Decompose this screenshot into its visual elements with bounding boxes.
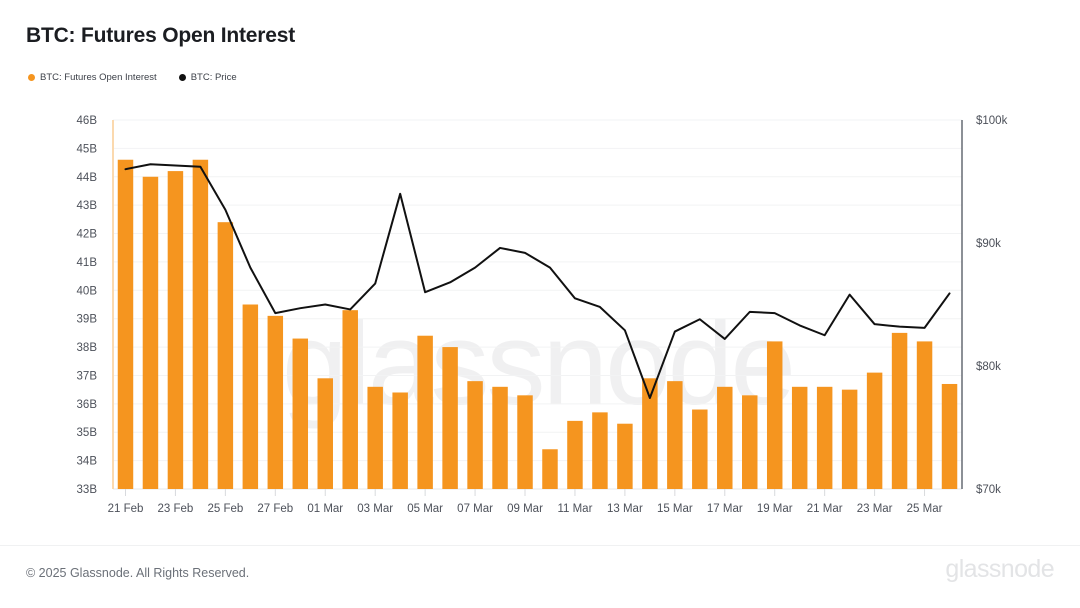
- x-axis-tick-label: 01 Mar: [307, 503, 343, 515]
- bar[interactable]: [292, 338, 309, 489]
- bar[interactable]: [392, 392, 408, 489]
- legend-label-price: BTC: Price: [190, 72, 237, 83]
- page-title: BTC: Futures Open Interest: [26, 24, 295, 47]
- chart-svg: glassnode 33B 34B 35B 36B 37B 38B 39B 40B 41B 42B…: [77, 115, 1008, 515]
- x-axis-tick-label: 15 Mar: [657, 503, 693, 515]
- bar[interactable]: [592, 412, 608, 489]
- bar[interactable]: [417, 335, 433, 489]
- x-axis-tick-label: 21 Feb: [108, 503, 144, 515]
- x-axis-tick-label: 23 Feb: [158, 503, 194, 515]
- y-axis-right-tick: $100k: [976, 115, 1008, 127]
- bar[interactable]: [542, 449, 558, 489]
- bar[interactable]: [916, 341, 933, 489]
- y-axis-left-tick: 45B: [77, 143, 98, 155]
- x-axis-tick-label: 13 Mar: [607, 503, 643, 515]
- x-axis-tick-label: 11 Mar: [557, 503, 592, 515]
- legend-dot-icon: [178, 74, 186, 81]
- chart-legend: BTC: Futures Open Interest BTC: Price: [28, 72, 237, 83]
- bar[interactable]: [891, 332, 908, 489]
- footer-divider: [0, 545, 1080, 546]
- y-axis-left-tick: 34B: [77, 456, 98, 468]
- x-axis-tick-label: 07 Mar: [457, 503, 493, 515]
- bar[interactable]: [517, 395, 533, 489]
- bar[interactable]: [941, 383, 958, 489]
- x-axis-tick-label: 17 Mar: [707, 503, 743, 515]
- y-axis-left-tick: 44B: [77, 172, 98, 184]
- bar[interactable]: [742, 395, 758, 489]
- bar[interactable]: [692, 409, 708, 489]
- bar[interactable]: [267, 315, 284, 489]
- x-axis-tick-label: 27 Feb: [257, 503, 293, 515]
- bar[interactable]: [717, 386, 733, 489]
- y-axis-left-tick: 35B: [77, 427, 98, 439]
- y-axis-left-tick: 42B: [77, 229, 98, 241]
- bar[interactable]: [766, 341, 783, 489]
- y-axis-right-tick: $80k: [976, 361, 1001, 373]
- svg-text:glassnode: glassnode: [282, 298, 793, 430]
- x-axis-tick-label: 25 Mar: [907, 503, 943, 515]
- bar-series-open-interest[interactable]: [117, 159, 958, 490]
- legend-label-open-interest: BTC: Futures Open Interest: [40, 72, 157, 83]
- bar[interactable]: [866, 372, 883, 489]
- bar[interactable]: [567, 420, 583, 489]
- x-axis-tick-label: 23 Mar: [857, 503, 893, 515]
- y-axis-right-tick: $90k: [976, 238, 1001, 250]
- legend-item-price[interactable]: BTC: Price: [178, 72, 237, 83]
- y-axis-left-tick: 43B: [77, 200, 98, 212]
- bar[interactable]: [617, 423, 633, 489]
- bar[interactable]: [167, 171, 184, 489]
- x-axis: 21 Feb 23 Feb 25 Feb 27 Feb 01 Mar 03 Mar 05 M…: [108, 489, 943, 515]
- x-axis-tick-label: 25 Feb: [207, 503, 243, 515]
- bar[interactable]: [242, 304, 259, 490]
- y-axis-left-tick: 33B: [77, 484, 98, 496]
- chart-plot-area[interactable]: glassnode 33B 34B 35B 36B 37B 38B 39B 40B 41B 42B…: [0, 104, 1080, 534]
- y-axis-left-tick: 46B: [77, 115, 98, 127]
- bar[interactable]: [367, 386, 383, 489]
- y-axis-left-tick: 40B: [77, 285, 98, 297]
- x-axis-tick-label: 05 Mar: [407, 503, 443, 515]
- copyright-text: © 2025 Glassnode. All Rights Reserved.: [26, 566, 250, 580]
- line-series-price[interactable]: [124, 163, 951, 399]
- y-axis-left-tick: 36B: [77, 399, 98, 411]
- watermark: glassnode: [282, 298, 796, 430]
- legend-dot-icon: [28, 74, 35, 81]
- x-axis-tick-label: 03 Mar: [357, 503, 393, 515]
- x-axis-tick-label: 21 Mar: [807, 503, 843, 515]
- bar[interactable]: [142, 176, 159, 489]
- bar[interactable]: [317, 378, 333, 489]
- y-axis-left-tick: 39B: [77, 314, 98, 326]
- bar[interactable]: [467, 381, 483, 489]
- y-axis-left: 33B 34B 35B 36B 37B 38B 39B 40B 41B 42B 43B 44B 45B 4…: [77, 115, 114, 496]
- bar[interactable]: [642, 378, 658, 489]
- bar[interactable]: [442, 347, 458, 489]
- bar[interactable]: [192, 159, 209, 489]
- bar[interactable]: [841, 389, 858, 489]
- bar[interactable]: [117, 159, 134, 489]
- x-axis-tick-label: 09 Mar: [507, 503, 543, 515]
- bar[interactable]: [217, 222, 234, 489]
- y-axis-left-tick: 37B: [77, 370, 98, 382]
- bar[interactable]: [342, 310, 358, 489]
- x-axis-tick-label: 19 Mar: [757, 503, 793, 515]
- y-axis-left-tick: 38B: [77, 342, 98, 354]
- bar[interactable]: [816, 386, 833, 489]
- y-axis-right: $70k $80k $90k $100k: [961, 115, 1008, 496]
- glassnode-logo: glassnode: [945, 555, 1054, 583]
- y-axis-right-tick: $70k: [976, 484, 1001, 496]
- bar[interactable]: [492, 386, 508, 489]
- bar[interactable]: [667, 381, 683, 489]
- legend-item-open-interest[interactable]: BTC: Futures Open Interest: [28, 72, 157, 83]
- bar[interactable]: [791, 386, 808, 489]
- y-axis-left-tick: 41B: [77, 257, 98, 269]
